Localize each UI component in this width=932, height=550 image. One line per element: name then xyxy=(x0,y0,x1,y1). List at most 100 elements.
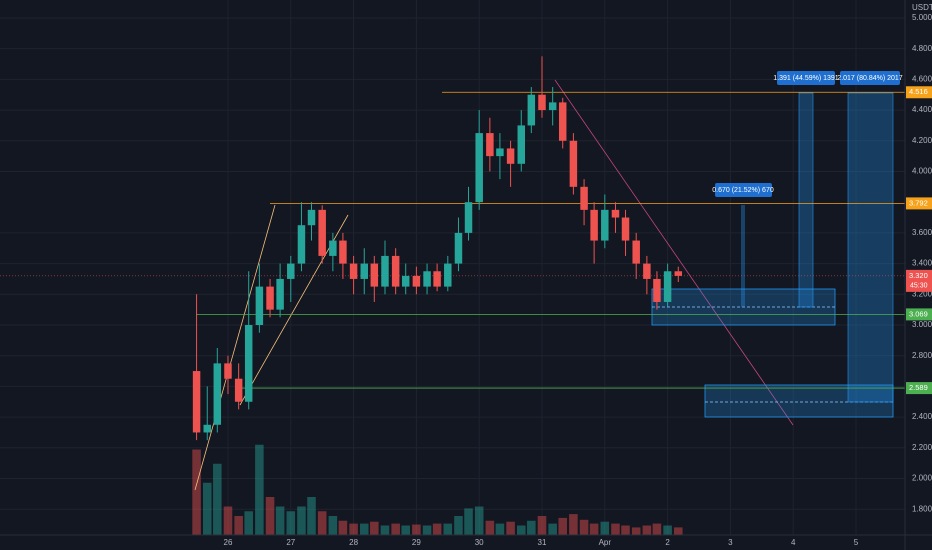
price-label: 4.516 xyxy=(909,87,928,96)
volume-bar xyxy=(548,523,557,535)
candle-body xyxy=(213,363,222,425)
volume-bar xyxy=(359,523,369,535)
candle-body xyxy=(287,263,295,279)
candle-body xyxy=(558,102,567,141)
measure-label-bg xyxy=(777,71,835,85)
volume-bar xyxy=(674,527,683,535)
candle-body xyxy=(475,133,483,203)
measure-range xyxy=(798,92,814,308)
volume-bar xyxy=(558,517,567,535)
candle-body xyxy=(433,271,441,287)
volume-bar xyxy=(380,525,390,535)
volume-bar xyxy=(391,523,400,535)
candle-body xyxy=(401,275,410,287)
candle-body xyxy=(203,424,211,433)
price-label: 3.069 xyxy=(909,309,928,318)
volume-bar xyxy=(611,523,620,535)
candle-body xyxy=(224,363,232,379)
price-label-bg xyxy=(906,382,932,395)
last-price-label: 3.320 xyxy=(909,271,928,280)
candle-body xyxy=(255,286,264,325)
volume-bar xyxy=(244,511,253,535)
volume-bar xyxy=(464,508,473,535)
y-tick-label: 4.400 xyxy=(912,105,932,114)
countdown: 45:30 xyxy=(910,283,928,290)
candle-body xyxy=(391,255,400,287)
volume-bar xyxy=(338,520,348,535)
volume-bar xyxy=(297,506,306,535)
y-tick-label: 2.800 xyxy=(912,351,932,360)
candle-body xyxy=(444,263,452,287)
candle-body xyxy=(423,271,431,287)
candle-body xyxy=(611,209,620,218)
candle-body xyxy=(580,186,588,210)
candle-body xyxy=(569,140,578,187)
volume-bar xyxy=(569,514,578,535)
candle-body xyxy=(621,217,630,241)
y-tick-label: 4.600 xyxy=(912,74,932,83)
measure-label-bg xyxy=(715,183,772,197)
volume-bar xyxy=(412,524,421,535)
candle-body xyxy=(517,125,526,164)
candles xyxy=(192,56,683,441)
volume-bar xyxy=(192,449,201,535)
volume-bar xyxy=(223,506,233,535)
y-tick-label: 3.200 xyxy=(912,289,932,298)
volume-bar xyxy=(631,527,641,535)
candle-body xyxy=(486,133,494,157)
volume xyxy=(192,444,683,535)
candle-body xyxy=(349,263,358,279)
candle-body xyxy=(266,286,274,310)
y-tick-label: 4.000 xyxy=(912,167,932,176)
volume-bar xyxy=(286,511,296,535)
candle-body xyxy=(234,378,243,402)
volume-bar xyxy=(401,525,410,535)
candle-body xyxy=(360,263,368,279)
x-tick-label: 26 xyxy=(224,538,233,547)
volume-bar xyxy=(328,516,338,535)
measure-label-bg xyxy=(840,71,900,85)
candle-body xyxy=(590,209,598,241)
measure-label: 2.017 (80.84%) 2017 xyxy=(837,75,902,82)
y-tick-label: 2.000 xyxy=(912,474,932,483)
volume-bar xyxy=(485,520,495,535)
candle-body xyxy=(244,324,253,402)
volume-bar xyxy=(454,516,463,535)
volume-bar xyxy=(642,525,652,535)
candle-body xyxy=(412,275,421,287)
volume-bar xyxy=(621,525,630,535)
price-label-bg xyxy=(906,308,932,321)
y-tick-label: 4.800 xyxy=(912,44,932,53)
measure-range xyxy=(741,205,745,307)
measure-label: 0.670 (21.52%) 670 xyxy=(712,187,774,194)
candle-body xyxy=(601,209,609,241)
volume-bar xyxy=(202,482,212,535)
volume-bar xyxy=(537,516,547,535)
volume-bar xyxy=(527,520,536,535)
candle-body xyxy=(192,371,201,433)
candle-body xyxy=(674,271,683,276)
candle-body xyxy=(307,209,316,226)
candle-body xyxy=(339,240,347,264)
volume-bar xyxy=(589,523,599,535)
candle-body xyxy=(464,202,473,233)
last-price-bg xyxy=(906,269,932,292)
y-tick-label: 2.200 xyxy=(912,443,932,452)
x-tick-label: 2 xyxy=(665,538,670,547)
x-tick-label: 4 xyxy=(791,538,796,547)
y-tick-label: 1.800 xyxy=(912,504,932,513)
volume-bar xyxy=(370,521,379,535)
price-label: 2.589 xyxy=(909,383,928,392)
candle-body xyxy=(381,255,389,287)
measure-box xyxy=(704,384,894,418)
candle-body xyxy=(318,209,326,256)
volume-bar xyxy=(495,523,505,535)
y-tick-label: 2.400 xyxy=(912,412,932,421)
y-tick-label: 4.200 xyxy=(912,136,932,145)
x-tick-label: 5 xyxy=(854,538,859,547)
y-tick-label: 3.600 xyxy=(912,228,932,237)
candle-body xyxy=(527,94,536,126)
candle-body xyxy=(496,148,504,157)
